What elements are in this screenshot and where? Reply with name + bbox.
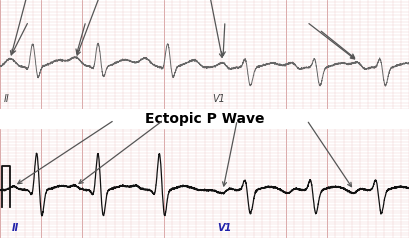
Text: V1: V1 bbox=[213, 94, 225, 104]
Text: II: II bbox=[12, 223, 20, 233]
Text: II: II bbox=[4, 94, 10, 104]
Text: V1: V1 bbox=[217, 223, 231, 233]
Text: Ectopic P Wave: Ectopic P Wave bbox=[145, 112, 264, 126]
